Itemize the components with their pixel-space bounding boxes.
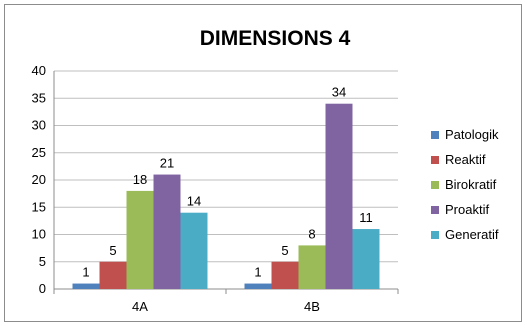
data-label: 18 bbox=[133, 172, 147, 187]
data-label: 5 bbox=[109, 243, 116, 258]
bar-patologik-4a bbox=[72, 283, 100, 289]
legend-swatch-proaktif bbox=[431, 206, 439, 214]
legend: Patologik Reaktif Birokratif Proaktif Genera… bbox=[431, 127, 499, 242]
legend-label-patologik: Patologik bbox=[445, 127, 499, 142]
bars bbox=[72, 103, 380, 289]
y-tick-label: 30 bbox=[32, 118, 46, 133]
bar-patologik-4b bbox=[244, 283, 272, 289]
legend-label-birokratif: Birokratif bbox=[445, 177, 497, 192]
data-label: 34 bbox=[332, 85, 346, 100]
x-tick-label: 4B bbox=[304, 299, 320, 314]
data-label: 5 bbox=[281, 243, 288, 258]
bar-reaktif-4a bbox=[99, 261, 127, 289]
bar-generatif-4b bbox=[352, 229, 380, 289]
chart-frame: DIMENSIONS 4 0 5 10 15 20 25 30 35 40 4A 4B 1 5 18 21… bbox=[4, 4, 522, 322]
legend-label-proaktif: Proaktif bbox=[445, 202, 489, 217]
x-tick-label: 4A bbox=[132, 299, 148, 314]
bar-birokratif-4b bbox=[298, 245, 326, 289]
data-label: 1 bbox=[254, 265, 261, 280]
y-tick-label: 20 bbox=[32, 172, 46, 187]
data-label: 14 bbox=[187, 194, 201, 209]
bar-birokratif-4a bbox=[126, 190, 154, 289]
y-tick-label: 0 bbox=[39, 281, 46, 296]
chart-title: DIMENSIONS 4 bbox=[200, 27, 351, 50]
y-tick-label: 5 bbox=[39, 254, 46, 269]
gridlines bbox=[54, 70, 398, 263]
y-tick-label: 25 bbox=[32, 145, 46, 160]
data-label: 1 bbox=[82, 265, 89, 280]
bar-reaktif-4b bbox=[271, 261, 299, 289]
legend-swatch-patologik bbox=[431, 131, 439, 139]
bar-proaktif-4b bbox=[325, 103, 353, 289]
y-tick-label: 40 bbox=[32, 63, 46, 78]
y-tick-label: 35 bbox=[32, 90, 46, 105]
legend-label-generatif: Generatif bbox=[445, 227, 499, 242]
y-tick-label: 15 bbox=[32, 199, 46, 214]
y-tick-label: 10 bbox=[32, 227, 46, 242]
legend-label-reaktif: Reaktif bbox=[445, 152, 486, 167]
data-label: 8 bbox=[308, 226, 315, 241]
data-label: 11 bbox=[359, 210, 373, 225]
legend-swatch-birokratif bbox=[431, 181, 439, 189]
bar-generatif-4a bbox=[180, 212, 208, 289]
data-label: 21 bbox=[160, 156, 174, 171]
legend-swatch-generatif bbox=[431, 231, 439, 239]
bar-proaktif-4a bbox=[153, 174, 181, 289]
legend-swatch-reaktif bbox=[431, 156, 439, 164]
